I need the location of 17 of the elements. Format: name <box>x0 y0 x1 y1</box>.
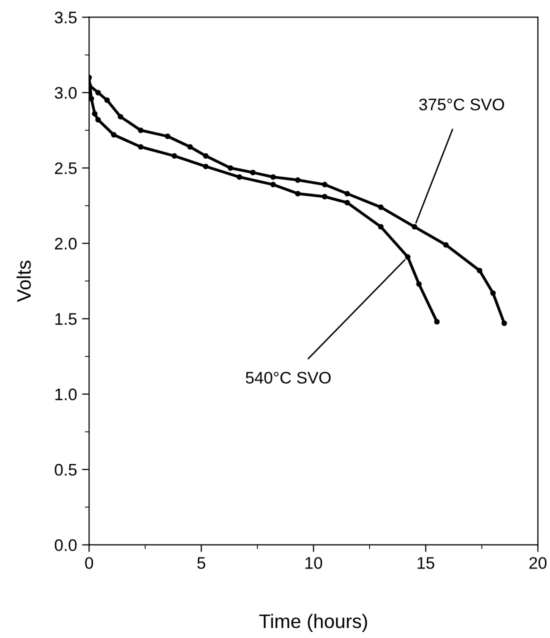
y-tick-label: 0.5 <box>54 464 77 476</box>
y-tick-label: 3.5 <box>54 12 77 24</box>
x-tick-label: 20 <box>529 557 547 569</box>
y-tick-label: 0.0 <box>54 539 77 552</box>
annotation: 540°C SVO <box>246 372 331 384</box>
x-tick-label: 15 <box>418 557 434 569</box>
x-tick-label: 5 <box>197 557 206 569</box>
y-tick-label: 1.0 <box>55 388 77 400</box>
y-tick-label: 2.5 <box>54 162 77 174</box>
y-tick-label: 3.0 <box>54 87 77 99</box>
y-axis-title: Volts <box>16 260 31 302</box>
x-tick-label: 0 <box>85 557 94 569</box>
x-axis-title: Time (hours) <box>259 614 368 632</box>
x-tick-label: 10 <box>306 557 322 569</box>
y-tick-label: 1.5 <box>55 313 77 325</box>
y-tick-label: 2.0 <box>54 238 77 250</box>
annotation: 375°C SVO <box>419 98 504 110</box>
